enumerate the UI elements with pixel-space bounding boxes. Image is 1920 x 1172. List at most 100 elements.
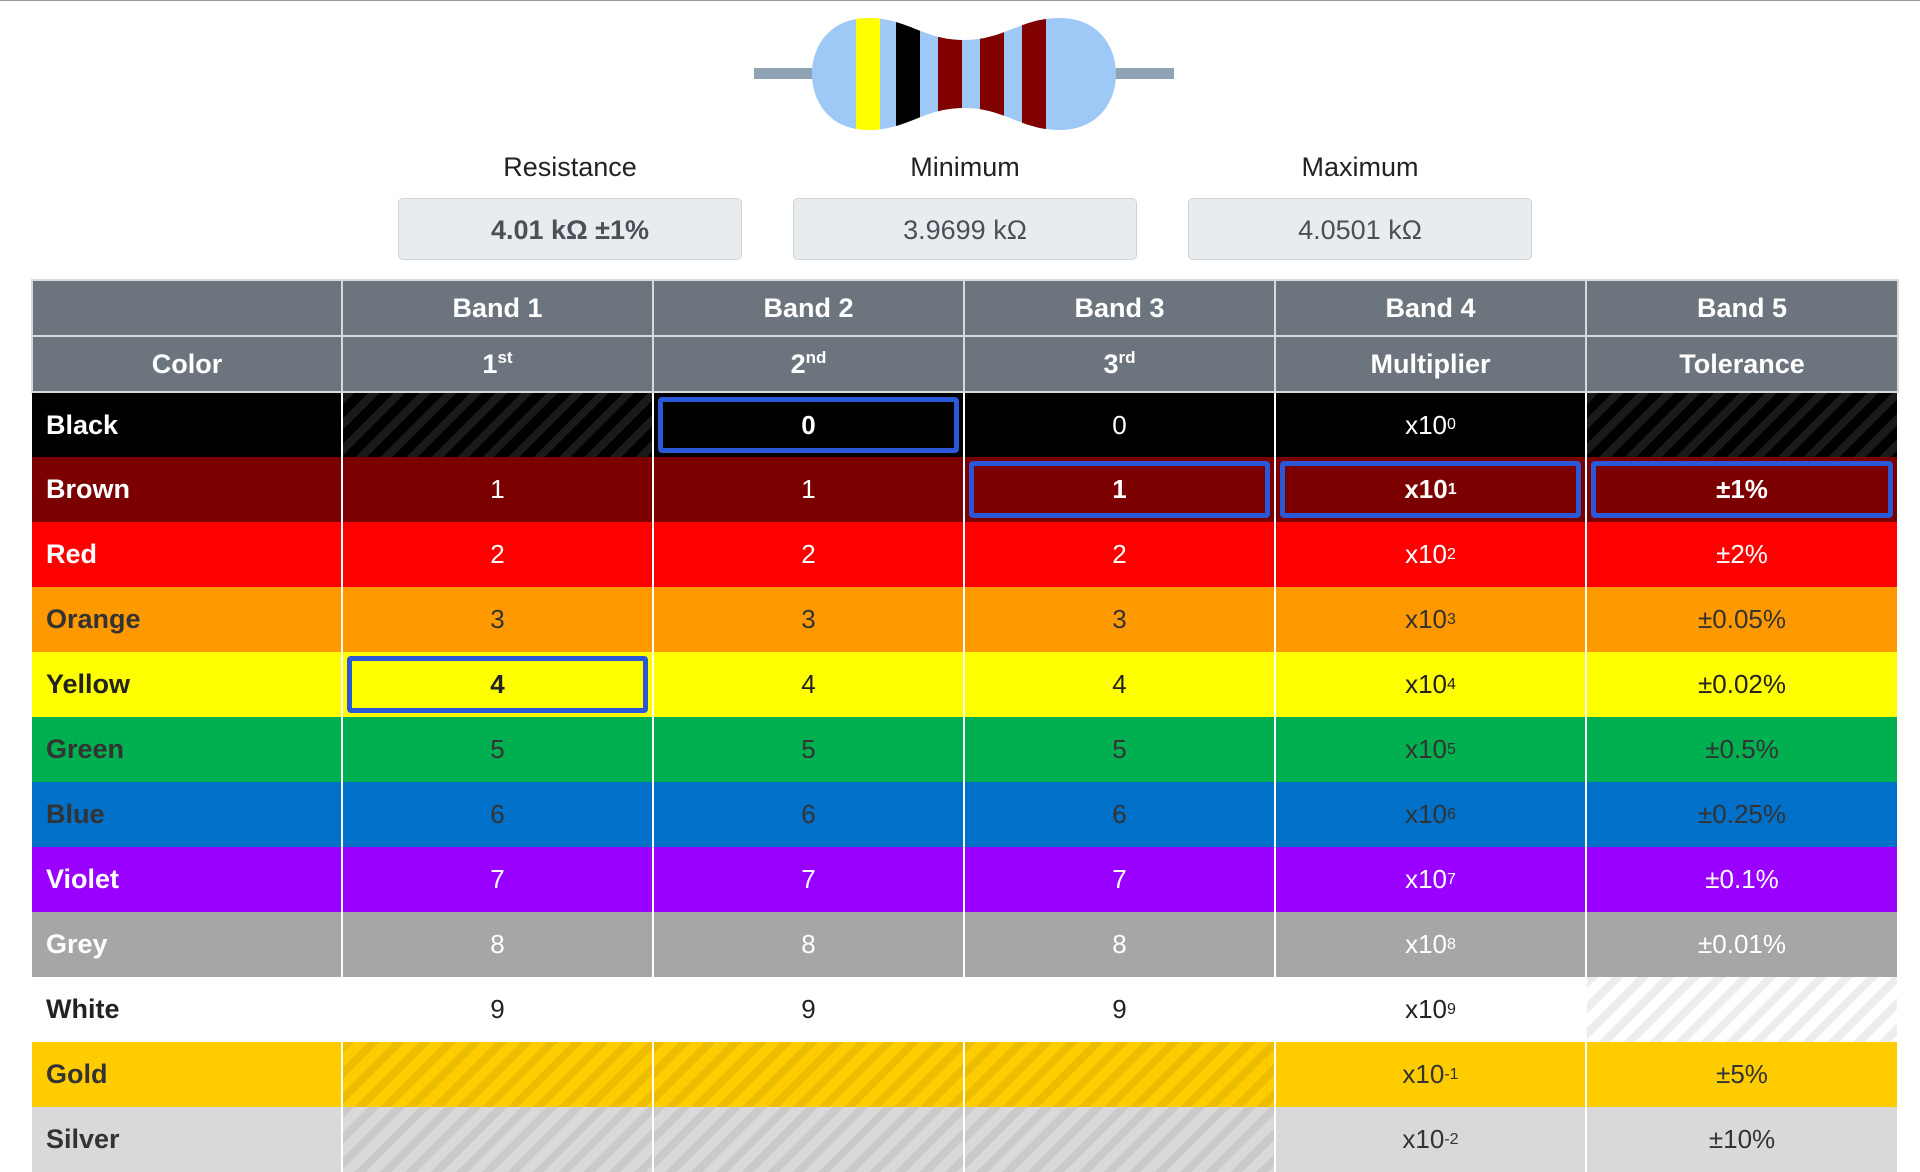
band-3-cell-green[interactable]: 5	[964, 717, 1276, 782]
band-4-cell-green[interactable]: x10 5	[1275, 717, 1587, 782]
band-option[interactable]: x10 9	[1405, 994, 1456, 1024]
band-3-cell-yellow[interactable]: 4	[964, 652, 1276, 717]
band-option[interactable]: ±0.01%	[1698, 929, 1786, 959]
band-option[interactable]: x10 8	[1405, 929, 1456, 959]
band-option[interactable]: 5	[801, 734, 816, 764]
band-1-cell-red[interactable]: 2	[342, 522, 654, 587]
band-option[interactable]: 2	[1112, 539, 1127, 569]
band-4-cell-orange[interactable]: x10 3	[1275, 587, 1587, 652]
band-option[interactable]: 1	[801, 474, 816, 504]
band-option[interactable]: 7	[801, 864, 816, 894]
band-option[interactable]: x10 -1	[1402, 1059, 1459, 1089]
band-2-cell-brown[interactable]: 1	[653, 457, 965, 522]
band-1-cell-violet[interactable]: 7	[342, 847, 654, 912]
band-option[interactable]: 5	[490, 734, 505, 764]
band-option[interactable]: ±0.02%	[1698, 669, 1786, 699]
band-option[interactable]: 9	[801, 994, 816, 1024]
band-option[interactable]: 2	[801, 539, 816, 569]
band-1-cell-blue[interactable]: 6	[342, 782, 654, 847]
band-option[interactable]: 6	[490, 799, 505, 829]
band-4-cell-white[interactable]: x10 9	[1275, 977, 1587, 1042]
band-option[interactable]: 8	[490, 929, 505, 959]
band-2-cell-blue[interactable]: 6	[653, 782, 965, 847]
band-option[interactable]: 9	[1112, 994, 1127, 1024]
band-1-cell-green[interactable]: 5	[342, 717, 654, 782]
band-5-cell-orange[interactable]: ±0.05%	[1586, 587, 1899, 652]
band-option[interactable]: ±5%	[1716, 1059, 1768, 1089]
band-4-cell-grey[interactable]: x10 8	[1275, 912, 1587, 977]
band-3-cell-grey[interactable]: 8	[964, 912, 1276, 977]
band-option[interactable]: 8	[801, 929, 816, 959]
band-2-cell-white[interactable]: 9	[653, 977, 965, 1042]
band-4-cell-black[interactable]: x10 0	[1275, 392, 1587, 457]
band-option[interactable]: x10 5	[1405, 734, 1456, 764]
band-5-cell-red[interactable]: ±2%	[1586, 522, 1899, 587]
selected-band-2[interactable]: 0	[658, 397, 959, 453]
band-4-cell-brown[interactable]: x10 1	[1275, 457, 1587, 522]
selected-band-5[interactable]: ±1%	[1591, 461, 1893, 518]
band-2-cell-green[interactable]: 5	[653, 717, 965, 782]
band-option[interactable]: 7	[1112, 864, 1127, 894]
band-2-cell-orange[interactable]: 3	[653, 587, 965, 652]
band-4-cell-blue[interactable]: x10 6	[1275, 782, 1587, 847]
band-option[interactable]: ±0.5%	[1705, 734, 1779, 764]
band-option[interactable]: 4	[1112, 669, 1127, 699]
band-option[interactable]: ±0.25%	[1698, 799, 1786, 829]
band-option[interactable]: 7	[490, 864, 505, 894]
band-4-cell-red[interactable]: x10 2	[1275, 522, 1587, 587]
band-option[interactable]: 9	[490, 994, 505, 1024]
band-option[interactable]: x10 4	[1405, 669, 1456, 699]
selected-band-1[interactable]: 4	[347, 656, 648, 713]
band-5-cell-green[interactable]: ±0.5%	[1586, 717, 1899, 782]
band-5-cell-silver[interactable]: ±10%	[1586, 1107, 1899, 1172]
band-2-cell-violet[interactable]: 7	[653, 847, 965, 912]
band-4-cell-silver[interactable]: x10 -2	[1275, 1107, 1587, 1172]
band-3-cell-violet[interactable]: 7	[964, 847, 1276, 912]
band-1-cell-grey[interactable]: 8	[342, 912, 654, 977]
band-option[interactable]: x10 6	[1405, 799, 1456, 829]
band-3-cell-brown[interactable]: 1	[964, 457, 1276, 522]
band-option[interactable]: x10 7	[1405, 864, 1456, 894]
band-option[interactable]: x10 0	[1405, 409, 1456, 440]
band-4-cell-violet[interactable]: x10 7	[1275, 847, 1587, 912]
band-option[interactable]: 2	[490, 539, 505, 569]
band-2-cell-black[interactable]: 0	[653, 392, 965, 457]
band-option[interactable]: 8	[1112, 929, 1127, 959]
band-3-cell-orange[interactable]: 3	[964, 587, 1276, 652]
band-option[interactable]: ±0.05%	[1698, 604, 1786, 634]
band-option[interactable]: ±10%	[1708, 1124, 1776, 1154]
band-1-cell-yellow[interactable]: 4	[342, 652, 654, 717]
band-1-cell-white[interactable]: 9	[342, 977, 654, 1042]
band-5-cell-gold[interactable]: ±5%	[1586, 1042, 1899, 1107]
band-option[interactable]: x10 -2	[1402, 1124, 1459, 1154]
band-2-cell-grey[interactable]: 8	[653, 912, 965, 977]
band-option[interactable]: 0	[1112, 409, 1127, 440]
band-option[interactable]: ±2%	[1716, 539, 1768, 569]
band-option[interactable]: x10 2	[1405, 539, 1456, 569]
band-option[interactable]: x10 3	[1405, 604, 1456, 634]
band-5-cell-grey[interactable]: ±0.01%	[1586, 912, 1899, 977]
band-4-cell-gold[interactable]: x10 -1	[1275, 1042, 1587, 1107]
band-1-cell-orange[interactable]: 3	[342, 587, 654, 652]
band-1-cell-brown[interactable]: 1	[342, 457, 654, 522]
band-5-cell-yellow[interactable]: ±0.02%	[1586, 652, 1899, 717]
band-option[interactable]: ±0.1%	[1705, 864, 1779, 894]
band-option[interactable]: 3	[1112, 604, 1127, 634]
band-4-cell-yellow[interactable]: x10 4	[1275, 652, 1587, 717]
band-3-cell-red[interactable]: 2	[964, 522, 1276, 587]
band-5-cell-violet[interactable]: ±0.1%	[1586, 847, 1899, 912]
selected-band-3[interactable]: 1	[969, 461, 1270, 518]
band-3-cell-blue[interactable]: 6	[964, 782, 1276, 847]
band-option[interactable]: 5	[1112, 734, 1127, 764]
band-5-cell-blue[interactable]: ±0.25%	[1586, 782, 1899, 847]
band-option[interactable]: 3	[801, 604, 816, 634]
band-option[interactable]: 3	[490, 604, 505, 634]
band-5-cell-brown[interactable]: ±1%	[1586, 457, 1899, 522]
band-3-cell-black[interactable]: 0	[964, 392, 1276, 457]
selected-band-4[interactable]: x10 1	[1280, 461, 1581, 518]
band-option[interactable]: 1	[490, 474, 505, 504]
band-3-cell-white[interactable]: 9	[964, 977, 1276, 1042]
band-option[interactable]: 6	[1112, 799, 1127, 829]
band-2-cell-yellow[interactable]: 4	[653, 652, 965, 717]
band-option[interactable]: 4	[801, 669, 816, 699]
